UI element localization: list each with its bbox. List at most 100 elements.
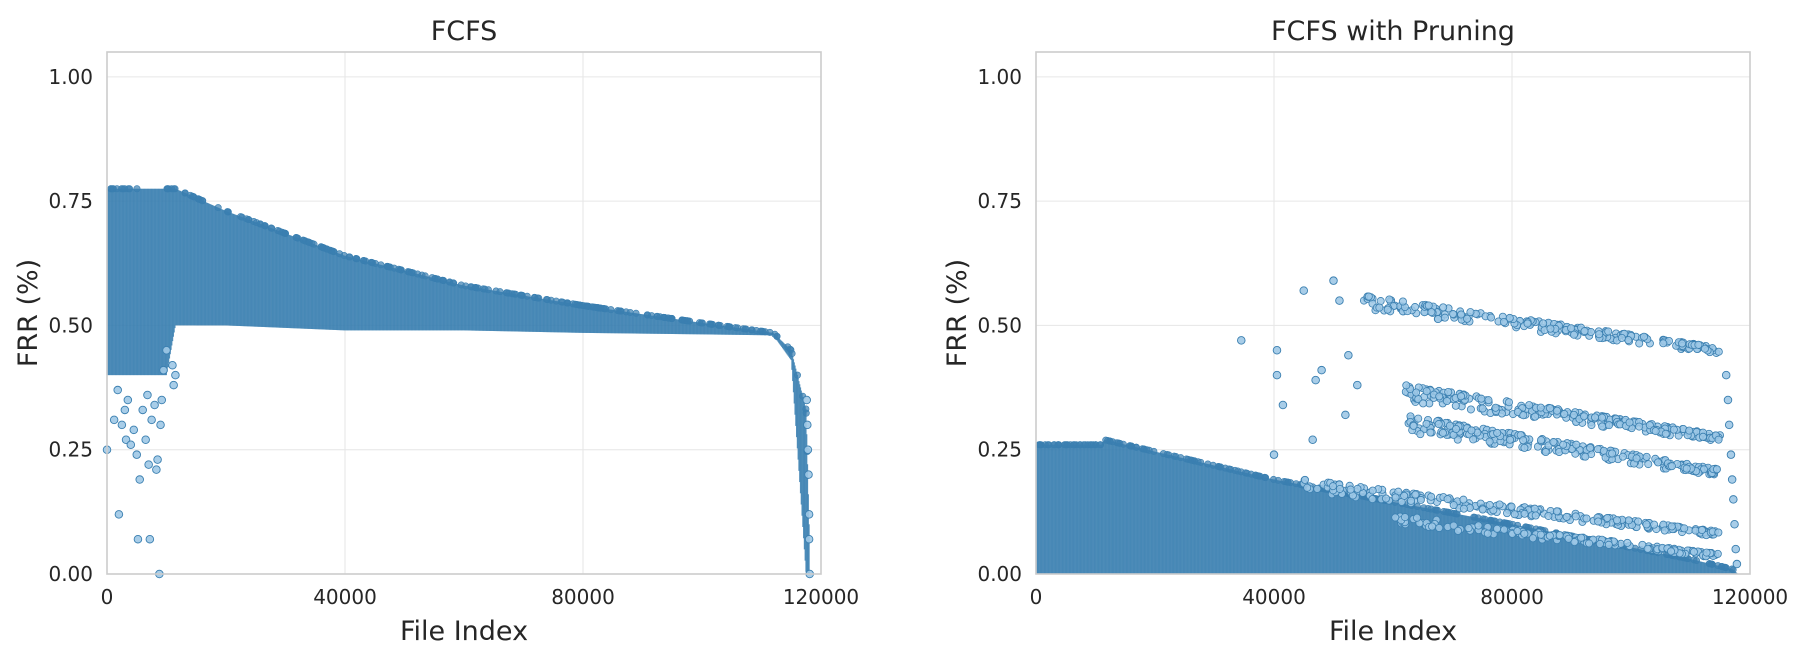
data-point xyxy=(1500,519,1508,527)
data-point xyxy=(1525,401,1534,410)
data-point xyxy=(484,286,492,294)
data-point xyxy=(1262,474,1270,482)
data-point xyxy=(802,395,811,405)
data-point xyxy=(1329,482,1338,491)
data-point xyxy=(1165,451,1173,459)
data-point xyxy=(1084,441,1092,449)
data-point xyxy=(1539,319,1548,328)
data-point xyxy=(1495,500,1504,509)
data-point xyxy=(716,321,724,329)
data-point xyxy=(117,420,127,430)
data-point xyxy=(281,229,289,237)
plot-frame xyxy=(1035,51,1751,575)
data-point xyxy=(1469,435,1478,444)
data-point xyxy=(726,323,734,331)
data-point xyxy=(761,328,769,336)
data-point xyxy=(143,390,152,400)
data-point xyxy=(607,306,615,314)
data-point xyxy=(1434,420,1443,429)
data-point xyxy=(1724,420,1734,430)
data-point xyxy=(162,346,171,355)
y-tick-label: 1.00 xyxy=(48,65,93,89)
y-tick-label: 0.75 xyxy=(977,189,1022,213)
data-point xyxy=(1419,399,1428,408)
data-point xyxy=(1667,522,1676,531)
data-point xyxy=(1682,464,1691,473)
data-point xyxy=(1474,521,1483,530)
data-point xyxy=(1523,319,1532,328)
data-point xyxy=(1545,531,1554,540)
data-point xyxy=(1278,400,1288,410)
data-point xyxy=(1426,428,1435,437)
data-point xyxy=(159,365,168,375)
data-point xyxy=(1128,442,1136,450)
data-point xyxy=(1364,292,1373,301)
data-point xyxy=(1594,517,1603,526)
data-point xyxy=(120,405,130,415)
data-point xyxy=(1685,426,1694,435)
data-point xyxy=(1689,547,1698,556)
data-point xyxy=(133,534,143,544)
data-point xyxy=(1643,544,1652,553)
data-point xyxy=(1714,347,1723,356)
data-point xyxy=(1491,403,1500,412)
data-point xyxy=(1401,513,1410,522)
data-point xyxy=(1412,388,1421,397)
data-point xyxy=(1428,522,1437,531)
data-point xyxy=(1299,286,1308,295)
data-point xyxy=(1718,563,1726,571)
data-point xyxy=(803,445,813,454)
data-point xyxy=(1402,381,1411,390)
data-point xyxy=(1109,438,1117,446)
data-point xyxy=(1528,534,1537,543)
data-point xyxy=(1272,370,1282,380)
data-point xyxy=(243,215,251,223)
data-point xyxy=(1702,548,1711,557)
data-point xyxy=(1214,462,1222,470)
data-point xyxy=(1597,413,1606,422)
data-point xyxy=(1580,327,1589,336)
data-point xyxy=(1595,540,1604,549)
data-point xyxy=(1344,351,1353,360)
data-point xyxy=(1651,427,1660,436)
data-point xyxy=(1424,505,1432,513)
y-tick-label: 0.00 xyxy=(48,562,93,586)
data-point xyxy=(1635,422,1644,431)
data-point xyxy=(1608,449,1617,458)
data-point xyxy=(583,302,591,310)
data-point xyxy=(237,213,245,221)
data-point xyxy=(802,405,810,413)
data-point xyxy=(144,460,153,469)
data-point xyxy=(1680,524,1689,533)
data-point xyxy=(1506,435,1515,444)
chart-title: FCFS with Pruning xyxy=(1271,16,1515,47)
data-point xyxy=(1536,403,1545,412)
data-point xyxy=(1503,509,1512,518)
data-point xyxy=(156,420,165,430)
data-point xyxy=(1530,504,1539,513)
data-point xyxy=(1438,428,1447,437)
data-point xyxy=(1546,404,1555,413)
data-point xyxy=(1353,484,1362,493)
data-point xyxy=(109,185,117,193)
data-point xyxy=(1560,409,1569,418)
x-tick-labels: 0 40000 80000 120000 xyxy=(101,585,860,609)
data-point xyxy=(681,316,689,324)
data-point xyxy=(1061,441,1069,449)
data-point xyxy=(564,299,572,307)
data-point xyxy=(508,290,516,298)
data-point xyxy=(543,295,551,303)
data-point xyxy=(597,304,605,312)
data-point xyxy=(1732,559,1742,569)
data-point xyxy=(1459,504,1468,513)
data-point xyxy=(1409,421,1418,430)
data-point xyxy=(1292,480,1300,488)
data-point xyxy=(1391,513,1400,522)
data-point xyxy=(1520,529,1529,538)
y-tick-label: 0.50 xyxy=(48,313,93,337)
data-point xyxy=(1376,297,1385,306)
data-point xyxy=(1706,560,1714,568)
data-point xyxy=(1427,308,1436,317)
data-point xyxy=(305,238,313,246)
